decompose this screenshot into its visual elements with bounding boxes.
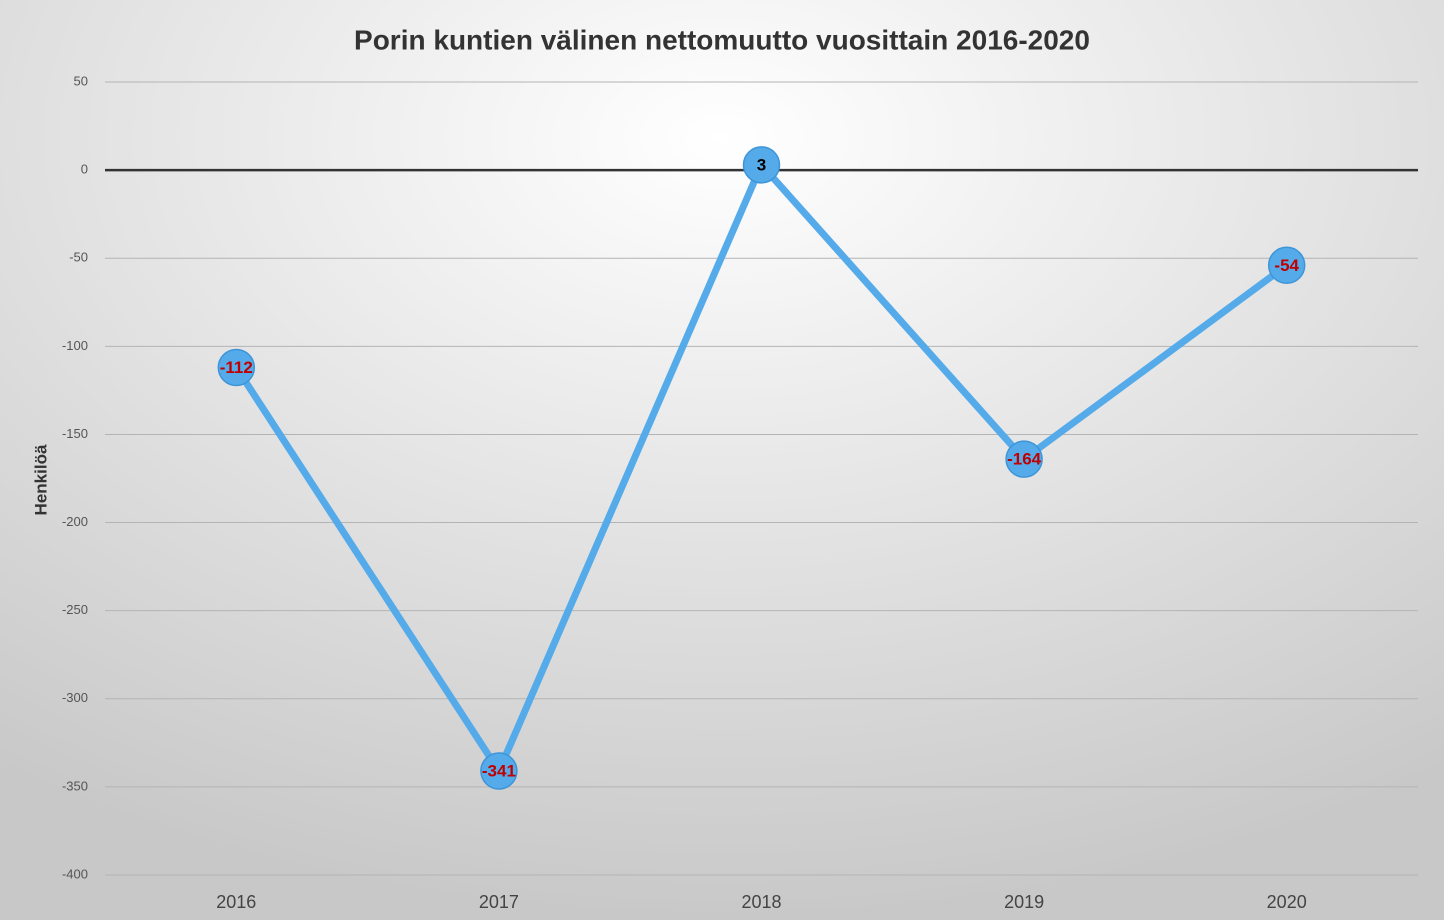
marker	[480, 752, 518, 790]
y-tick-label: -300	[62, 690, 88, 705]
x-tick-label: 2016	[216, 892, 256, 912]
data-label: -341	[482, 762, 516, 781]
marker	[742, 146, 781, 184]
y-tick-label: -150	[62, 426, 88, 441]
y-axis-label: Henkilöä	[31, 444, 50, 515]
marker	[217, 348, 256, 387]
chart-title: Porin kuntien välinen nettomuutto vuosit…	[354, 24, 1090, 55]
x-tick-label: 2020	[1267, 892, 1307, 912]
y-tick-label: 0	[81, 162, 88, 177]
y-tick-label: 50	[74, 73, 88, 88]
data-label: -112	[220, 358, 253, 377]
data-label: -54	[1274, 256, 1299, 275]
x-tick-label: 2019	[1004, 892, 1044, 912]
y-tick-label: -200	[62, 514, 88, 529]
x-tick-label: 2018	[741, 892, 781, 912]
y-tick-label: -250	[62, 602, 88, 617]
y-tick-label: -350	[62, 778, 88, 793]
data-label: -164	[1007, 450, 1042, 469]
y-tick-label: -100	[62, 338, 88, 353]
marker	[1267, 246, 1306, 285]
y-tick-label: -50	[69, 250, 88, 265]
x-tick-label: 2017	[479, 892, 519, 912]
data-label: 3	[757, 155, 766, 174]
marker	[1005, 440, 1043, 478]
y-tick-label: -400	[62, 866, 88, 881]
